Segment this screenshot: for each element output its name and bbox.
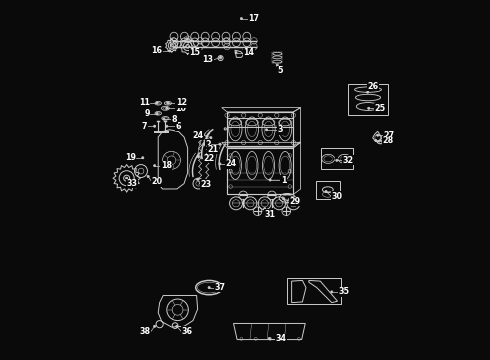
Text: 17: 17: [248, 14, 260, 23]
Text: 4: 4: [248, 50, 254, 59]
Circle shape: [219, 163, 221, 165]
Text: 25: 25: [375, 104, 386, 113]
Circle shape: [142, 157, 144, 159]
Text: 16: 16: [151, 46, 163, 55]
Text: 6: 6: [175, 122, 181, 131]
Circle shape: [176, 325, 178, 327]
Text: 20: 20: [152, 177, 163, 186]
Text: 7: 7: [142, 122, 147, 131]
Circle shape: [156, 113, 158, 115]
Text: 30: 30: [331, 192, 342, 201]
Text: 26: 26: [368, 82, 379, 91]
Circle shape: [163, 118, 165, 120]
Text: 9: 9: [145, 109, 150, 118]
Circle shape: [375, 139, 377, 141]
Circle shape: [210, 136, 212, 139]
Circle shape: [166, 107, 168, 109]
Text: 2: 2: [205, 140, 211, 149]
Text: 38: 38: [140, 327, 151, 336]
Circle shape: [283, 198, 285, 200]
Circle shape: [247, 48, 250, 50]
Text: 11: 11: [139, 98, 150, 107]
Text: 23: 23: [200, 180, 211, 189]
Text: 15: 15: [190, 48, 200, 57]
Text: 14: 14: [243, 48, 254, 57]
Circle shape: [368, 107, 370, 109]
Circle shape: [197, 156, 199, 158]
Circle shape: [331, 291, 333, 293]
Bar: [227, 148, 294, 194]
Circle shape: [336, 159, 338, 161]
Text: 10: 10: [175, 104, 186, 113]
Circle shape: [166, 125, 168, 127]
Text: 3: 3: [277, 125, 283, 134]
Circle shape: [325, 190, 327, 193]
Text: 33: 33: [126, 179, 138, 188]
Text: 32: 32: [343, 156, 354, 165]
Circle shape: [153, 165, 156, 167]
Bar: [227, 112, 294, 146]
Circle shape: [240, 18, 243, 20]
Text: 19: 19: [125, 153, 136, 162]
Text: 35: 35: [338, 287, 349, 296]
Text: 27: 27: [383, 131, 394, 140]
Bar: [272, 51, 282, 63]
Circle shape: [169, 50, 171, 52]
Text: 34: 34: [275, 334, 287, 343]
Circle shape: [219, 143, 221, 145]
Circle shape: [235, 51, 237, 54]
Circle shape: [153, 325, 156, 327]
Bar: [348, 84, 388, 116]
Circle shape: [208, 287, 210, 289]
Text: 22: 22: [204, 154, 215, 163]
Text: 5: 5: [277, 66, 283, 75]
Bar: [316, 181, 340, 199]
Circle shape: [367, 91, 368, 93]
Text: 29: 29: [290, 197, 301, 206]
Circle shape: [167, 102, 169, 104]
Bar: [228, 119, 293, 126]
Circle shape: [153, 125, 156, 127]
Circle shape: [188, 46, 191, 48]
Bar: [227, 118, 294, 127]
Text: 13: 13: [202, 55, 214, 64]
Bar: [287, 278, 341, 304]
Text: 1: 1: [281, 176, 286, 185]
Text: 28: 28: [382, 136, 393, 145]
Circle shape: [147, 175, 149, 177]
Text: 8: 8: [172, 114, 177, 123]
Text: 31: 31: [265, 210, 276, 219]
Circle shape: [203, 143, 205, 145]
Text: 24: 24: [193, 131, 204, 140]
Circle shape: [125, 177, 128, 179]
Text: 36: 36: [181, 327, 192, 336]
Circle shape: [269, 179, 271, 181]
Circle shape: [276, 64, 278, 66]
Circle shape: [266, 129, 268, 131]
Circle shape: [196, 178, 199, 180]
Text: 37: 37: [215, 283, 225, 292]
Circle shape: [377, 134, 379, 136]
Circle shape: [264, 208, 266, 210]
Text: 18: 18: [161, 161, 172, 170]
Bar: [321, 148, 353, 169]
Text: 24: 24: [225, 159, 236, 168]
Circle shape: [156, 102, 158, 104]
Text: 12: 12: [176, 98, 187, 107]
Circle shape: [269, 337, 270, 339]
Circle shape: [220, 56, 221, 58]
Text: 21: 21: [207, 145, 219, 154]
